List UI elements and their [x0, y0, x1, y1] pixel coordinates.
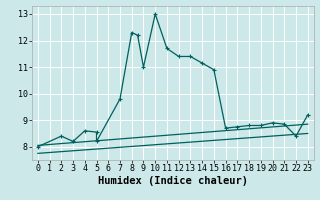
X-axis label: Humidex (Indice chaleur): Humidex (Indice chaleur)	[98, 176, 248, 186]
